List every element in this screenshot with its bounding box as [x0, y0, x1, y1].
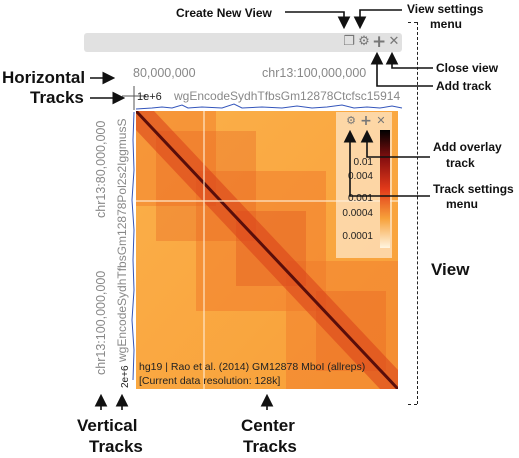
plus-icon[interactable]: + — [372, 32, 387, 52]
label-track-settings-line2: menu — [446, 197, 479, 211]
label-horizontal: Horizontal — [2, 68, 86, 87]
label-center: Center — [241, 416, 295, 435]
horizontal-coord-left: 80,000,000 — [133, 66, 196, 80]
view-bracket-bottom — [408, 404, 417, 405]
horizontal-value-label: 1e+6 — [137, 91, 162, 103]
track-gear-icon[interactable]: ⚙ — [346, 114, 356, 127]
label-close-view: Close view — [436, 61, 499, 75]
copy-icon[interactable]: ❐ — [343, 34, 355, 49]
gear-icon[interactable]: ⚙ — [358, 34, 370, 49]
colorbar-tick: 0.004 — [347, 171, 373, 182]
label-add-overlay-line2: track — [446, 156, 475, 170]
horizontal-track-area — [122, 86, 403, 110]
label-horizontal-tracks: Tracks — [30, 88, 84, 107]
label-view: View — [431, 260, 470, 279]
colorbar-tick: 0.0004 — [342, 208, 373, 219]
colorbar — [380, 130, 390, 248]
vertical-track-area — [131, 111, 135, 381]
label-view-settings-line2: menu — [430, 17, 463, 31]
colorbar-tick: 0.01 — [353, 157, 373, 168]
label-center-tracks: Tracks — [243, 437, 297, 456]
horizontal-track-name: wgEncodeSydhTfbsGm12878Ctcfsc15914 — [174, 89, 401, 103]
label-vertical-tracks: Tracks — [89, 437, 143, 456]
label-view-settings-line1: View settings — [407, 2, 484, 16]
label-create-new-view: Create New View — [176, 6, 272, 20]
dataset-label: hg19 | Rao et al. (2014) GM12878 MboI (a… — [139, 361, 366, 373]
track-plus-icon[interactable]: + — [360, 113, 372, 129]
label-add-track: Add track — [436, 79, 492, 93]
label-track-settings-line1: Track settings — [433, 182, 514, 196]
label-add-overlay-line1: Add overlay — [433, 140, 502, 154]
view-header-bar — [84, 33, 402, 52]
view-bracket — [417, 22, 418, 404]
view-bracket-top — [408, 22, 417, 23]
label-vertical: Vertical — [77, 416, 138, 435]
horizontal-coord-right: chr13:100,000,000 — [262, 66, 367, 80]
resolution-label: [Current data resolution: 128k] — [139, 375, 281, 387]
track-close-icon[interactable]: ✕ — [376, 114, 386, 127]
colorbar-tick: 0.001 — [347, 193, 373, 204]
colorbar-tick: 0.0001 — [342, 231, 373, 242]
close-icon[interactable]: ✕ — [388, 34, 400, 49]
